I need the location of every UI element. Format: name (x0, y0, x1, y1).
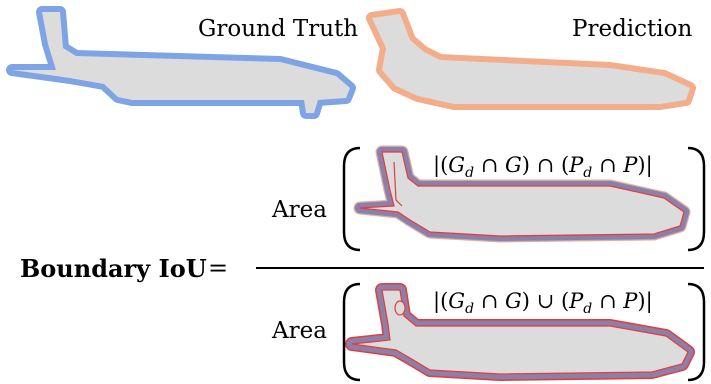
denominator-left-bracket (342, 282, 361, 382)
denominator-formula: |(Gd ∩ G) ∪ (Pd ∩ P)| (433, 289, 653, 318)
area-denominator-label: Area (272, 318, 327, 344)
prediction-label: Prediction (572, 16, 693, 42)
boundary-iou-label: Boundary IoU (20, 254, 207, 283)
union-airplane (352, 290, 688, 374)
equals-sign: = (208, 254, 229, 282)
numerator-right-bracket (687, 146, 706, 252)
area-numerator-label: Area (272, 197, 327, 223)
denominator-right-bracket (687, 282, 706, 382)
numerator-formula: |(Gd ∩ G) ∩ (Pd ∩ P)| (433, 153, 653, 182)
numerator-left-bracket (342, 146, 361, 252)
intersection-airplane (360, 152, 684, 236)
ground-truth-label: Ground Truth (198, 16, 359, 42)
